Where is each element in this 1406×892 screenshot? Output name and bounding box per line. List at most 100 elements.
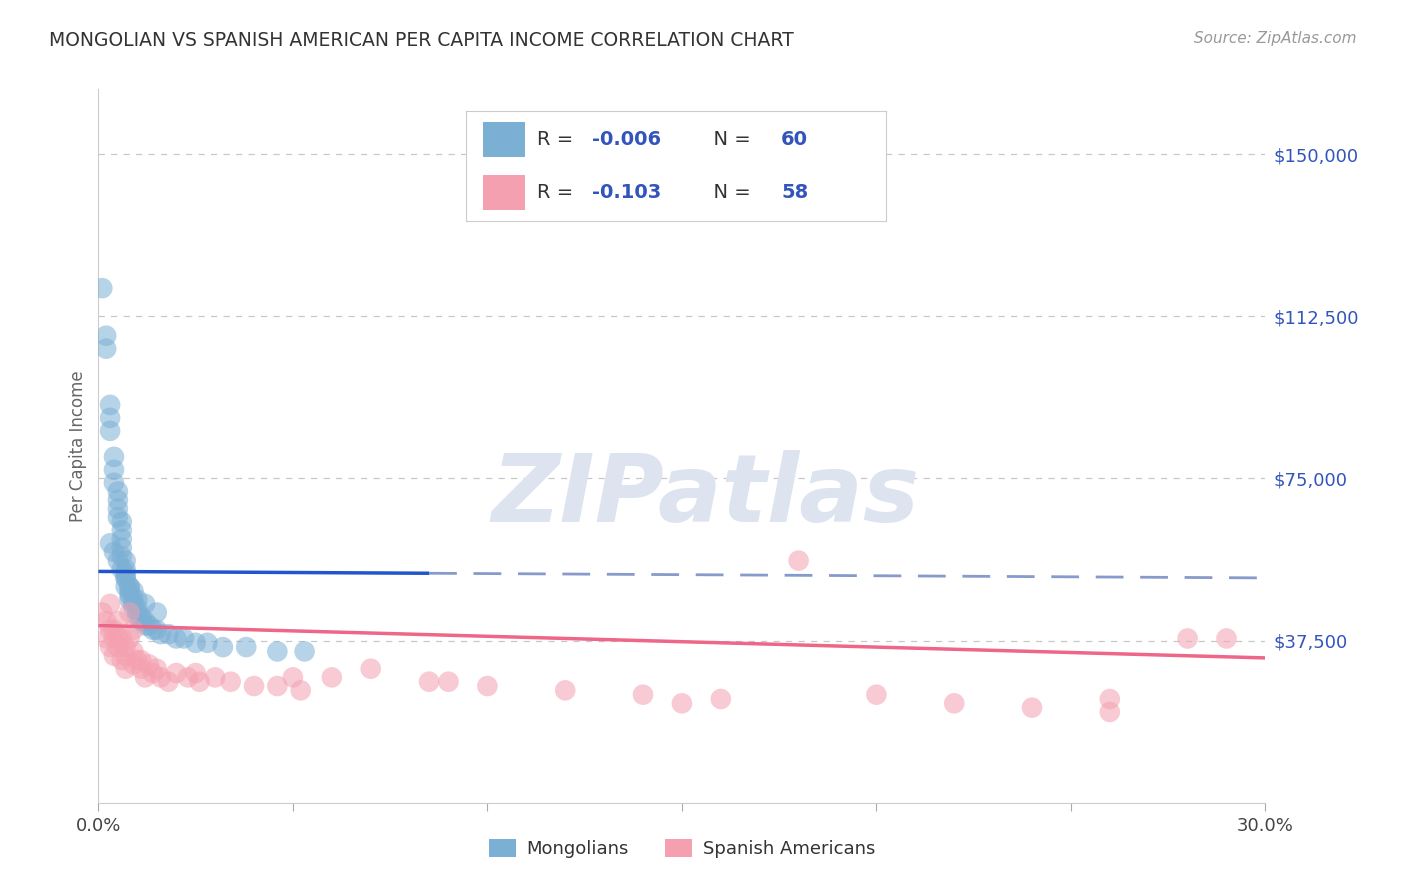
Point: [173, 632, 195, 646]
Point: [96, 342, 118, 356]
Point: [219, 674, 242, 689]
Point: [134, 597, 156, 611]
Point: [266, 644, 288, 658]
Point: [134, 670, 156, 684]
Point: [129, 653, 152, 667]
Point: [107, 632, 129, 646]
Point: [1215, 632, 1237, 646]
Point: [111, 541, 134, 555]
Point: [184, 666, 207, 681]
Point: [204, 670, 226, 684]
Point: [103, 648, 125, 663]
Point: [98, 398, 121, 412]
Text: Source: ZipAtlas.com: Source: ZipAtlas.com: [1194, 31, 1357, 46]
Point: [107, 493, 129, 508]
Point: [118, 583, 141, 598]
Point: [111, 632, 134, 646]
Point: [671, 696, 693, 710]
Point: [114, 566, 136, 581]
Point: [129, 614, 152, 628]
Point: [1177, 632, 1199, 646]
Point: [134, 614, 156, 628]
Point: [360, 662, 382, 676]
Point: [127, 610, 149, 624]
Point: [91, 281, 114, 295]
Point: [114, 562, 136, 576]
Point: [96, 328, 118, 343]
Point: [787, 553, 810, 567]
Point: [235, 640, 257, 654]
Point: [149, 627, 172, 641]
Point: [111, 653, 134, 667]
Point: [127, 653, 149, 667]
Point: [107, 510, 129, 524]
Point: [118, 580, 141, 594]
Point: [107, 553, 129, 567]
Point: [103, 632, 125, 646]
Text: ZIPatlas: ZIPatlas: [491, 450, 920, 542]
Point: [142, 666, 165, 681]
Point: [321, 670, 343, 684]
Point: [114, 580, 136, 594]
Point: [149, 670, 172, 684]
Point: [146, 662, 169, 676]
Y-axis label: Per Capita Income: Per Capita Income: [69, 370, 87, 522]
Point: [114, 648, 136, 663]
Point: [129, 610, 152, 624]
Point: [195, 636, 218, 650]
Point: [122, 644, 145, 658]
Point: [165, 632, 187, 646]
Point: [114, 662, 136, 676]
Point: [138, 618, 160, 632]
Point: [157, 674, 180, 689]
Point: [122, 657, 145, 672]
Point: [165, 666, 187, 681]
Point: [114, 571, 136, 585]
Point: [107, 640, 129, 654]
Point: [122, 597, 145, 611]
Point: [184, 636, 207, 650]
Point: [98, 623, 121, 637]
Point: [943, 696, 966, 710]
Point: [111, 549, 134, 564]
Point: [111, 515, 134, 529]
Point: [98, 640, 121, 654]
Point: [631, 688, 654, 702]
Point: [114, 553, 136, 567]
Point: [107, 614, 129, 628]
Point: [157, 627, 180, 641]
Point: [1098, 705, 1121, 719]
Point: [98, 410, 121, 425]
Text: MONGOLIAN VS SPANISH AMERICAN PER CAPITA INCOME CORRELATION CHART: MONGOLIAN VS SPANISH AMERICAN PER CAPITA…: [49, 31, 794, 50]
Point: [1021, 700, 1043, 714]
Point: [103, 623, 125, 637]
Point: [188, 674, 211, 689]
Point: [138, 657, 160, 672]
Point: [103, 475, 125, 490]
Point: [103, 463, 125, 477]
Point: [114, 571, 136, 585]
Point: [118, 592, 141, 607]
Point: [122, 623, 145, 637]
Point: [111, 562, 134, 576]
Point: [129, 662, 152, 676]
Point: [294, 644, 316, 658]
Point: [710, 692, 733, 706]
Point: [98, 536, 121, 550]
Point: [243, 679, 266, 693]
Point: [177, 670, 200, 684]
Point: [127, 601, 149, 615]
Point: [266, 679, 288, 693]
Point: [118, 606, 141, 620]
Point: [118, 580, 141, 594]
Point: [114, 640, 136, 654]
Point: [111, 524, 134, 538]
Point: [212, 640, 235, 654]
Point: [142, 623, 165, 637]
Point: [146, 606, 169, 620]
Point: [281, 670, 304, 684]
Point: [103, 450, 125, 464]
Point: [122, 601, 145, 615]
Point: [96, 614, 118, 628]
Point: [127, 606, 149, 620]
